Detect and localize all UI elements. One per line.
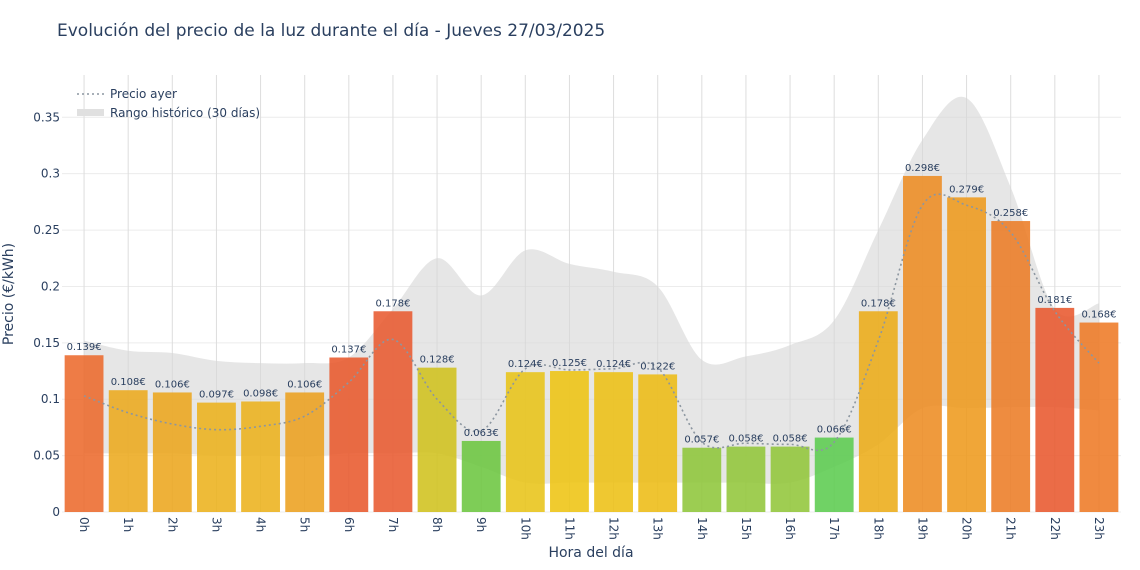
x-tick-label: 11h xyxy=(562,517,576,540)
y-tick-label: 0.05 xyxy=(33,449,60,463)
legend-label-yesterday: Precio ayer xyxy=(110,87,177,101)
data-label-14h: 0.057€ xyxy=(684,435,719,446)
data-label-23h: 0.168€ xyxy=(1081,310,1116,321)
historical-range-band xyxy=(84,96,1099,484)
y-tick-label: 0.35 xyxy=(33,110,60,124)
data-label-13h: 0.122€ xyxy=(640,361,675,372)
x-tick-label: 5h xyxy=(298,517,312,532)
x-tick-label: 10h xyxy=(518,517,532,540)
data-label-1h: 0.108€ xyxy=(111,377,146,388)
bars xyxy=(64,175,1119,512)
y-tick-label: 0.15 xyxy=(33,336,60,350)
y-axis-ticks: 0 0.05 0.1 0.15 0.2 0.25 0.3 0.35 xyxy=(33,110,60,519)
data-label-6h: 0.137€ xyxy=(331,345,366,356)
x-tick-label: 1h xyxy=(121,517,135,532)
x-tick-label: 15h xyxy=(739,517,753,540)
bar-2h xyxy=(152,392,192,512)
data-label-5h: 0.106€ xyxy=(287,379,322,390)
x-tick-label: 20h xyxy=(960,517,974,540)
bar-8h xyxy=(417,367,457,512)
y-tick-label: 0.1 xyxy=(41,392,60,406)
chart-title: Evolución del precio de la luz durante e… xyxy=(57,21,606,41)
data-label-2h: 0.106€ xyxy=(155,379,190,390)
bar-20h xyxy=(947,197,986,512)
data-labels: 0.139€ 0.108€ 0.106€ 0.097€ 0.098€ 0.106€ 0.13… xyxy=(67,163,1117,446)
yesterday-price-path xyxy=(83,193,1100,452)
bar-6h xyxy=(329,357,369,512)
y-axis-title: Precio (€/kWh) xyxy=(1,243,17,345)
x-tick-label: 7h xyxy=(386,517,400,532)
x-axis-title: Hora del día xyxy=(548,545,633,561)
x-tick-label: 9h xyxy=(474,517,488,532)
y-tick-label: 0.25 xyxy=(33,223,60,237)
data-label-11h: 0.125€ xyxy=(552,358,587,369)
x-tick-label: 23h xyxy=(1092,517,1106,540)
x-tick-label: 22h xyxy=(1048,517,1062,540)
data-label-10h: 0.124€ xyxy=(508,359,543,370)
yesterday-price-line xyxy=(83,193,1100,452)
data-label-9h: 0.063€ xyxy=(464,428,499,439)
data-label-15h: 0.058€ xyxy=(728,434,763,445)
data-label-0h: 0.139€ xyxy=(67,342,102,353)
data-label-8h: 0.128€ xyxy=(420,355,455,366)
data-label-20h: 0.279€ xyxy=(949,184,984,195)
x-tick-label: 12h xyxy=(607,517,621,540)
bar-14h xyxy=(682,447,722,512)
legend: Precio ayer Rango histórico (30 días) xyxy=(77,87,260,120)
y-tick-label: 0.3 xyxy=(41,167,60,181)
x-tick-label: 2h xyxy=(165,517,179,532)
bar-22h xyxy=(1035,307,1075,512)
bar-5h xyxy=(285,392,325,512)
x-tick-label: 14h xyxy=(695,517,709,540)
y-tick-label: 0.2 xyxy=(41,279,60,293)
bar-10h xyxy=(505,372,545,512)
x-tick-label: 3h xyxy=(209,517,223,532)
data-label-19h: 0.298€ xyxy=(905,163,940,174)
data-label-16h: 0.058€ xyxy=(773,434,808,445)
x-tick-label: 4h xyxy=(254,517,268,532)
bar-4h xyxy=(241,401,280,512)
data-label-18h: 0.178€ xyxy=(861,298,896,309)
legend-swatch-range xyxy=(77,109,104,116)
data-label-4h: 0.098€ xyxy=(243,388,278,399)
bar-12h xyxy=(594,372,633,512)
bar-16h xyxy=(770,446,810,512)
data-label-3h: 0.097€ xyxy=(199,390,234,401)
x-axis-ticks: 0h 1h 2h 3h 4h 5h 6h 7h 8h 9h 10h 11h 12h 13h 14h 15h 16… xyxy=(77,517,1106,540)
data-label-12h: 0.124€ xyxy=(596,359,631,370)
x-tick-label: 6h xyxy=(342,517,356,532)
legend-label-range: Rango histórico (30 días) xyxy=(110,106,260,120)
bar-1h xyxy=(108,390,148,512)
data-label-17h: 0.066€ xyxy=(817,425,852,436)
bar-15h xyxy=(726,446,766,512)
x-tick-label: 21h xyxy=(1004,517,1018,540)
x-tick-label: 18h xyxy=(871,517,885,540)
bar-13h xyxy=(638,374,678,512)
bar-7h xyxy=(373,311,413,512)
data-label-21h: 0.258€ xyxy=(993,208,1028,219)
data-label-22h: 0.181€ xyxy=(1037,295,1072,306)
y-tick-label: 0 xyxy=(52,505,60,519)
data-label-7h: 0.178€ xyxy=(375,298,410,309)
bar-3h xyxy=(197,402,236,512)
bar-23h xyxy=(1079,322,1119,512)
x-tick-label: 0h xyxy=(77,517,91,532)
bar-0h xyxy=(64,355,104,512)
bar-9h xyxy=(461,440,501,512)
x-tick-label: 19h xyxy=(915,517,929,540)
x-tick-label: 16h xyxy=(783,517,797,540)
x-tick-label: 13h xyxy=(651,517,665,540)
x-tick-label: 8h xyxy=(430,517,444,532)
bar-18h xyxy=(858,311,898,512)
bar-17h xyxy=(814,437,854,512)
bar-21h xyxy=(991,221,1031,512)
x-tick-label: 17h xyxy=(827,517,841,540)
historical-range-area xyxy=(84,96,1099,484)
bar-11h xyxy=(550,371,589,512)
bar-19h xyxy=(903,175,942,512)
